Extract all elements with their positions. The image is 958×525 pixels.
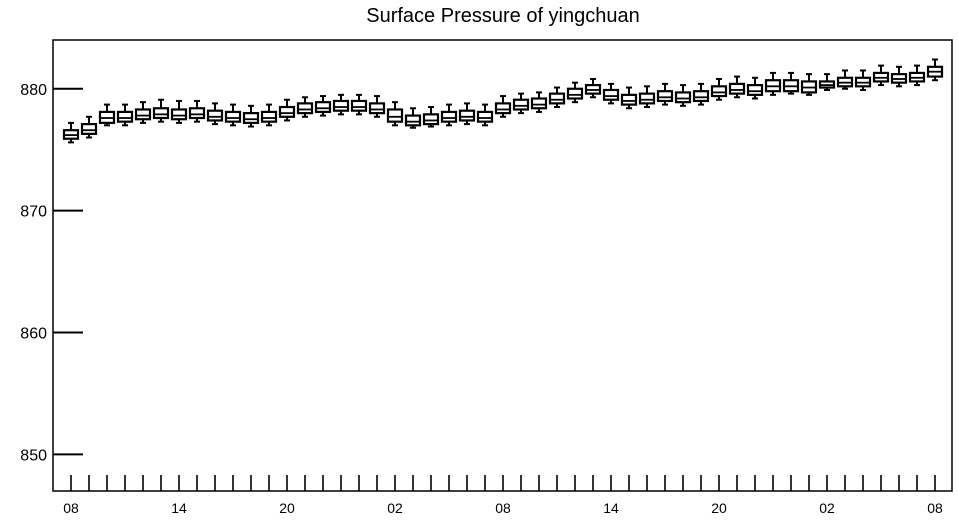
x-tick-label: 20 [711,500,727,516]
x-tick-label: 08 [495,500,511,516]
box-body [458,109,476,122]
y-tick-label: 880 [20,82,47,99]
box-body [494,102,512,115]
x-tick-label: 14 [603,500,619,516]
box-body [116,110,134,123]
box-body [332,99,350,112]
x-tick-label: 08 [63,500,79,516]
box-body [656,90,674,103]
y-tick-label: 870 [20,204,47,221]
box-body [206,109,224,122]
box-body [170,108,188,121]
box-body [638,92,656,105]
chart-title: Surface Pressure of yingchuan [366,5,640,27]
box-body [224,110,242,123]
box-body [152,107,170,120]
box-body [350,99,368,112]
box-body [710,85,728,98]
x-tick-label: 02 [387,500,403,516]
box-body [260,110,278,123]
box-body [404,114,422,127]
x-tick-label: 02 [819,500,835,516]
box-body [134,108,152,121]
box-body [602,88,620,101]
y-tick-label: 860 [20,326,47,343]
box-body [530,97,548,110]
box-body [242,112,260,124]
box-body [386,108,404,123]
box-body [296,102,314,115]
x-tick-label: 14 [171,500,187,516]
box-body [674,91,692,104]
box-body [692,90,710,103]
box-body [746,83,764,96]
y-tick-label: 850 [20,447,47,464]
x-tick-label: 08 [927,500,943,516]
x-tick-label: 20 [279,500,295,516]
box-body [278,105,296,118]
box-body [620,93,638,106]
box-body [314,101,332,114]
box-body [422,113,440,126]
box-body [566,87,584,100]
box-body [440,110,458,123]
box-body [476,110,494,123]
box-body [368,102,386,115]
box-body [80,123,98,135]
box-body [188,107,206,120]
box-body [548,92,566,105]
box-body [512,98,530,111]
box-body [728,82,746,95]
